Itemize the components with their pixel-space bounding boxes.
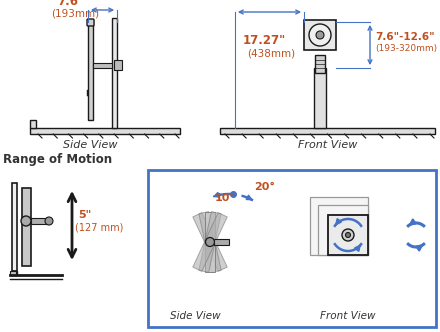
Polygon shape: [199, 211, 221, 272]
FancyBboxPatch shape: [310, 197, 368, 255]
FancyBboxPatch shape: [30, 120, 36, 128]
Text: 10°: 10°: [215, 193, 235, 203]
FancyBboxPatch shape: [220, 128, 435, 134]
FancyBboxPatch shape: [87, 19, 94, 26]
Circle shape: [316, 31, 324, 39]
FancyBboxPatch shape: [114, 60, 122, 70]
Text: (193mm): (193mm): [51, 8, 99, 18]
Circle shape: [21, 216, 31, 226]
Text: Front View: Front View: [320, 311, 376, 321]
FancyBboxPatch shape: [30, 128, 180, 134]
Polygon shape: [193, 213, 227, 271]
FancyBboxPatch shape: [12, 271, 17, 275]
FancyBboxPatch shape: [88, 20, 93, 120]
Circle shape: [309, 24, 331, 46]
Polygon shape: [199, 211, 221, 272]
FancyBboxPatch shape: [214, 239, 229, 245]
Text: 17.27": 17.27": [243, 34, 286, 47]
FancyBboxPatch shape: [31, 218, 49, 224]
Text: 20°: 20°: [254, 182, 275, 193]
FancyBboxPatch shape: [93, 63, 112, 68]
FancyBboxPatch shape: [12, 183, 17, 271]
Text: (438mm): (438mm): [247, 48, 295, 58]
FancyBboxPatch shape: [22, 188, 31, 266]
Text: Range of Motion: Range of Motion: [3, 153, 112, 166]
Circle shape: [345, 232, 351, 237]
FancyBboxPatch shape: [304, 20, 336, 50]
Polygon shape: [193, 213, 227, 271]
FancyBboxPatch shape: [148, 170, 436, 327]
Circle shape: [45, 217, 53, 225]
Circle shape: [342, 229, 354, 241]
Text: Side View: Side View: [170, 311, 220, 321]
FancyBboxPatch shape: [314, 68, 326, 128]
Text: Side View: Side View: [63, 140, 117, 150]
Polygon shape: [205, 212, 215, 272]
Text: 7.6": 7.6": [57, 0, 84, 8]
FancyBboxPatch shape: [112, 18, 117, 128]
Text: Front View: Front View: [298, 140, 358, 150]
FancyBboxPatch shape: [318, 205, 368, 255]
Text: 5": 5": [78, 210, 91, 220]
Text: (127 mm): (127 mm): [75, 222, 123, 232]
Text: (193-320mm): (193-320mm): [375, 44, 437, 53]
Circle shape: [205, 237, 215, 246]
FancyBboxPatch shape: [328, 215, 368, 255]
FancyBboxPatch shape: [328, 215, 368, 255]
FancyBboxPatch shape: [10, 271, 16, 275]
Text: 7.6"-12.6": 7.6"-12.6": [375, 32, 435, 42]
FancyBboxPatch shape: [315, 55, 325, 73]
